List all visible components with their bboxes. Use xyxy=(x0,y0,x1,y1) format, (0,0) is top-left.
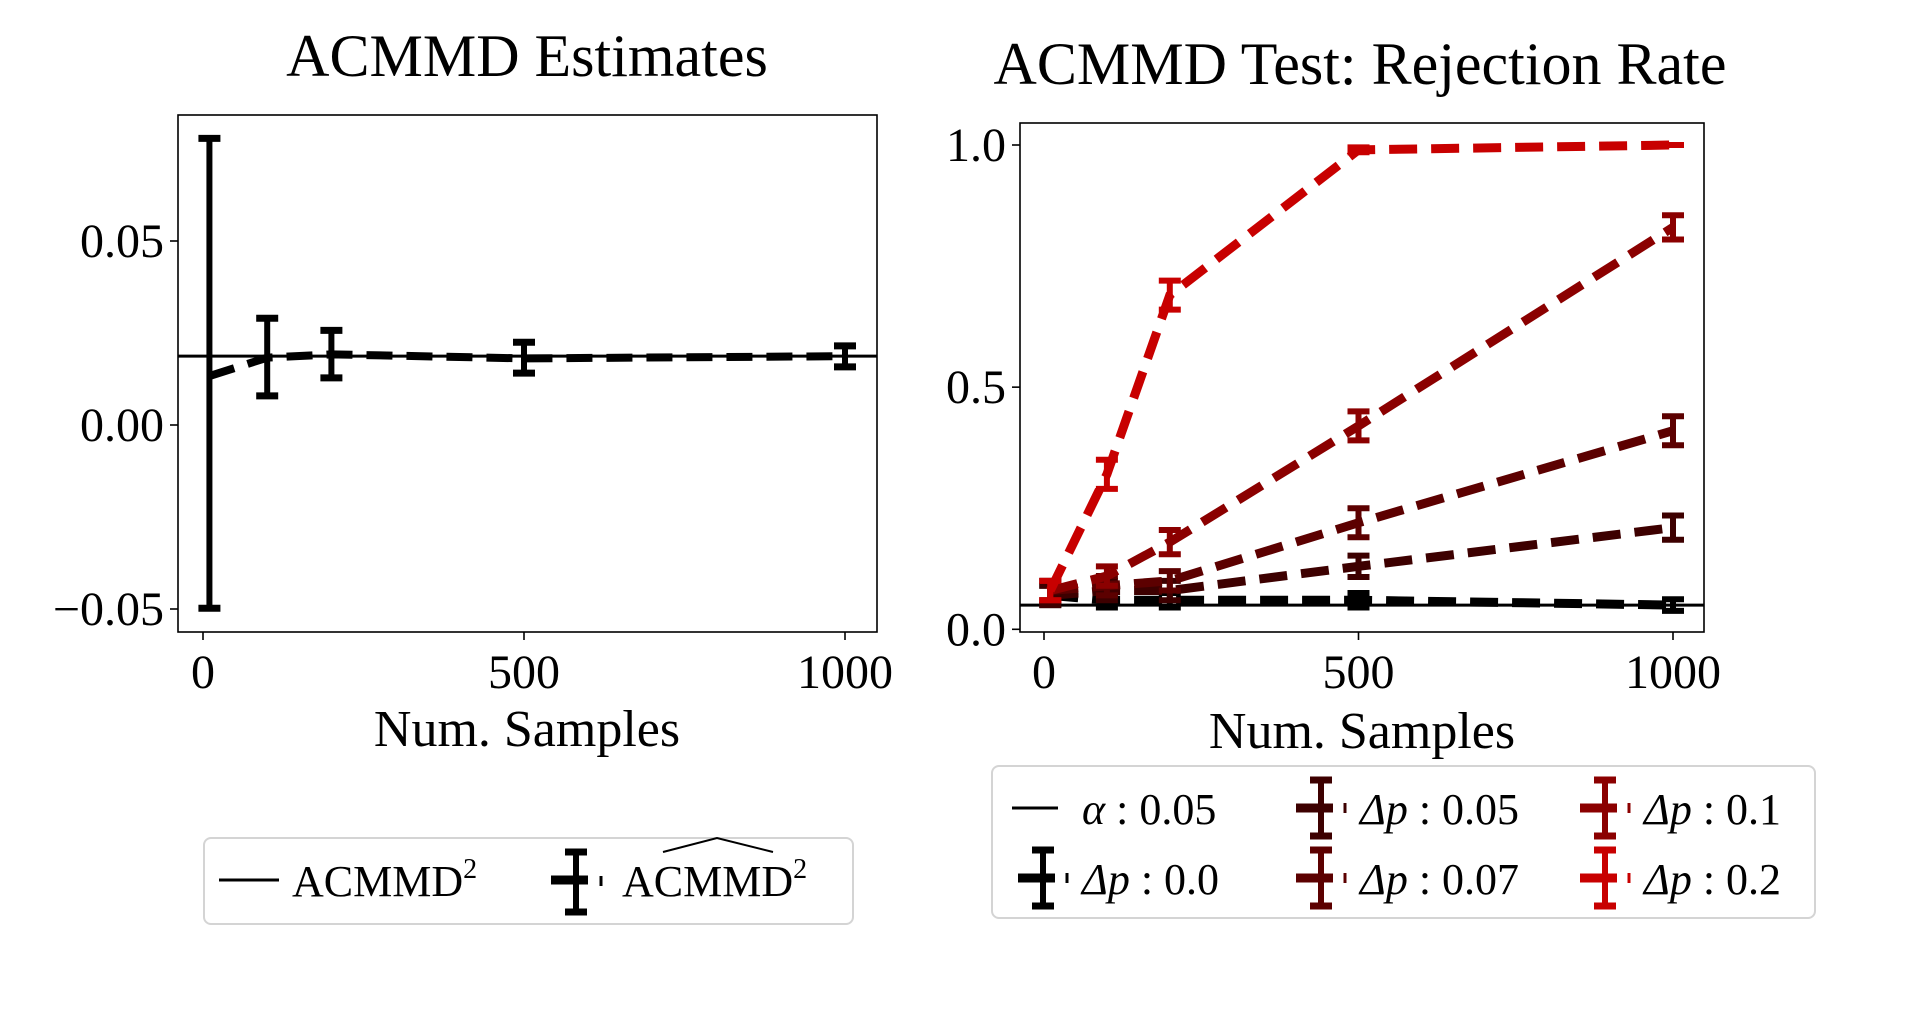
series-0.07 xyxy=(1039,413,1684,604)
legend-label-acmmd-hat: ACMMD2 xyxy=(622,854,807,906)
errorbar xyxy=(513,338,535,377)
legend-errorbar-icon xyxy=(1580,776,1631,840)
series-line xyxy=(1049,426,1675,596)
legend-label-acmmd: ACMMD2 xyxy=(292,854,477,906)
legend-entry: Δp : 0.2 xyxy=(1580,846,1781,910)
legend-errorbar-icon xyxy=(1018,846,1069,910)
series-0.2 xyxy=(1039,140,1684,604)
hat-accent-icon xyxy=(662,836,774,853)
errorbar xyxy=(1158,277,1181,313)
x-axis-label: Num. Samples xyxy=(374,701,680,758)
errorbar xyxy=(256,314,279,400)
legend-symbol: Δp xyxy=(1080,855,1130,904)
legend-box xyxy=(203,837,854,925)
x-tick-label: 500 xyxy=(488,646,560,699)
legend-entry: Δp : 0.0 xyxy=(1018,846,1219,910)
legend-entry: Δp : 0.07 xyxy=(1296,846,1519,910)
errorbar xyxy=(198,134,221,612)
legend-errorbar-icon xyxy=(1580,846,1631,910)
estimates-chart: ACMMD Estimates 0 500 1000 −0.05 0.00 0.05 N… xyxy=(53,23,893,925)
errorbar xyxy=(1662,212,1684,243)
errorbar xyxy=(1347,552,1370,580)
legend-entry: Δp : 0.1 xyxy=(1580,776,1781,840)
legend-errorbar-icon xyxy=(1296,776,1347,840)
legend-value: : 0.05 xyxy=(1105,785,1216,834)
y-axis-ticks: 0.0 0.5 1.0 xyxy=(946,119,1020,656)
chart-title: ACMMD Test: Rejection Rate xyxy=(994,31,1727,97)
plot-area xyxy=(178,134,877,612)
x-tick-label: 1000 xyxy=(797,646,893,699)
legend-label: Δp : 0.05 xyxy=(1358,785,1519,834)
y-tick-label: 1.0 xyxy=(946,119,1006,172)
x-tick-label: 0 xyxy=(1032,646,1056,699)
series-0.1 xyxy=(1039,212,1684,604)
chart-title: ACMMD Estimates xyxy=(286,23,768,89)
legend-value: : 0.05 xyxy=(1408,785,1519,834)
legend: ACMMD2 ACMMD2 xyxy=(203,836,854,925)
errorbar xyxy=(1095,456,1118,492)
series-line xyxy=(1049,590,1674,610)
y-tick-label: 0.05 xyxy=(80,215,164,268)
y-tick-label: 0.5 xyxy=(946,361,1006,414)
errorbar xyxy=(834,342,856,371)
x-axis-ticks: 0 500 1000 xyxy=(191,632,893,699)
y-tick-label: −0.05 xyxy=(53,583,164,636)
errorbar xyxy=(1158,568,1181,594)
errorbar xyxy=(1662,512,1684,543)
x-tick-label: 0 xyxy=(191,646,215,699)
errorbar xyxy=(1158,527,1181,558)
errorbar xyxy=(1347,589,1370,611)
errorbar xyxy=(1347,144,1370,156)
y-tick-label: 0.0 xyxy=(946,603,1006,656)
y-tick-label: 0.00 xyxy=(80,399,164,452)
legend-label: Δp : 0.0 xyxy=(1080,855,1219,904)
errorbar xyxy=(1347,505,1370,541)
rejection-rate-chart: ACMMD Test: Rejection Rate 0 500 1000 0.00… xyxy=(946,31,1816,919)
x-axis-label: Num. Samples xyxy=(1209,703,1515,760)
legend-value: : 0.07 xyxy=(1408,855,1519,904)
y-axis-ticks: −0.05 0.00 0.05 xyxy=(53,215,178,636)
x-axis-ticks: 0 500 1000 xyxy=(1032,632,1721,699)
legend-symbol: Δp xyxy=(1642,785,1692,834)
legend-symbol: Δp xyxy=(1358,785,1408,834)
legend-entry: α : 0.05 xyxy=(1012,785,1216,834)
legend-value: : 0.0 xyxy=(1130,855,1219,904)
errorbar xyxy=(1039,577,1062,604)
errorbar xyxy=(320,326,343,382)
x-tick-label: 500 xyxy=(1323,646,1395,699)
axes-frame xyxy=(1019,122,1705,633)
legend-symbol: α xyxy=(1082,785,1106,834)
plot-area xyxy=(1020,140,1704,614)
errorbar xyxy=(1662,596,1684,614)
errorbar xyxy=(1662,413,1684,449)
legend-symbol: Δp xyxy=(1642,855,1692,904)
legend-label: Δp : 0.07 xyxy=(1358,855,1519,904)
legend-errorbar-icon xyxy=(1296,846,1347,910)
legend-value: : 0.2 xyxy=(1692,855,1781,904)
legend-label: α : 0.05 xyxy=(1082,785,1216,834)
legend-label: Δp : 0.2 xyxy=(1642,855,1781,904)
legend-label: Δp : 0.1 xyxy=(1642,785,1781,834)
legend-errorbar-icon xyxy=(551,848,603,916)
axes-frame xyxy=(177,114,878,633)
errorbar xyxy=(1095,563,1118,589)
legend-symbol: Δp xyxy=(1358,855,1408,904)
legend-value: : 0.1 xyxy=(1692,785,1781,834)
errorbar xyxy=(1347,408,1370,444)
x-tick-label: 1000 xyxy=(1625,646,1721,699)
legend-entry: Δp : 0.05 xyxy=(1296,776,1519,840)
